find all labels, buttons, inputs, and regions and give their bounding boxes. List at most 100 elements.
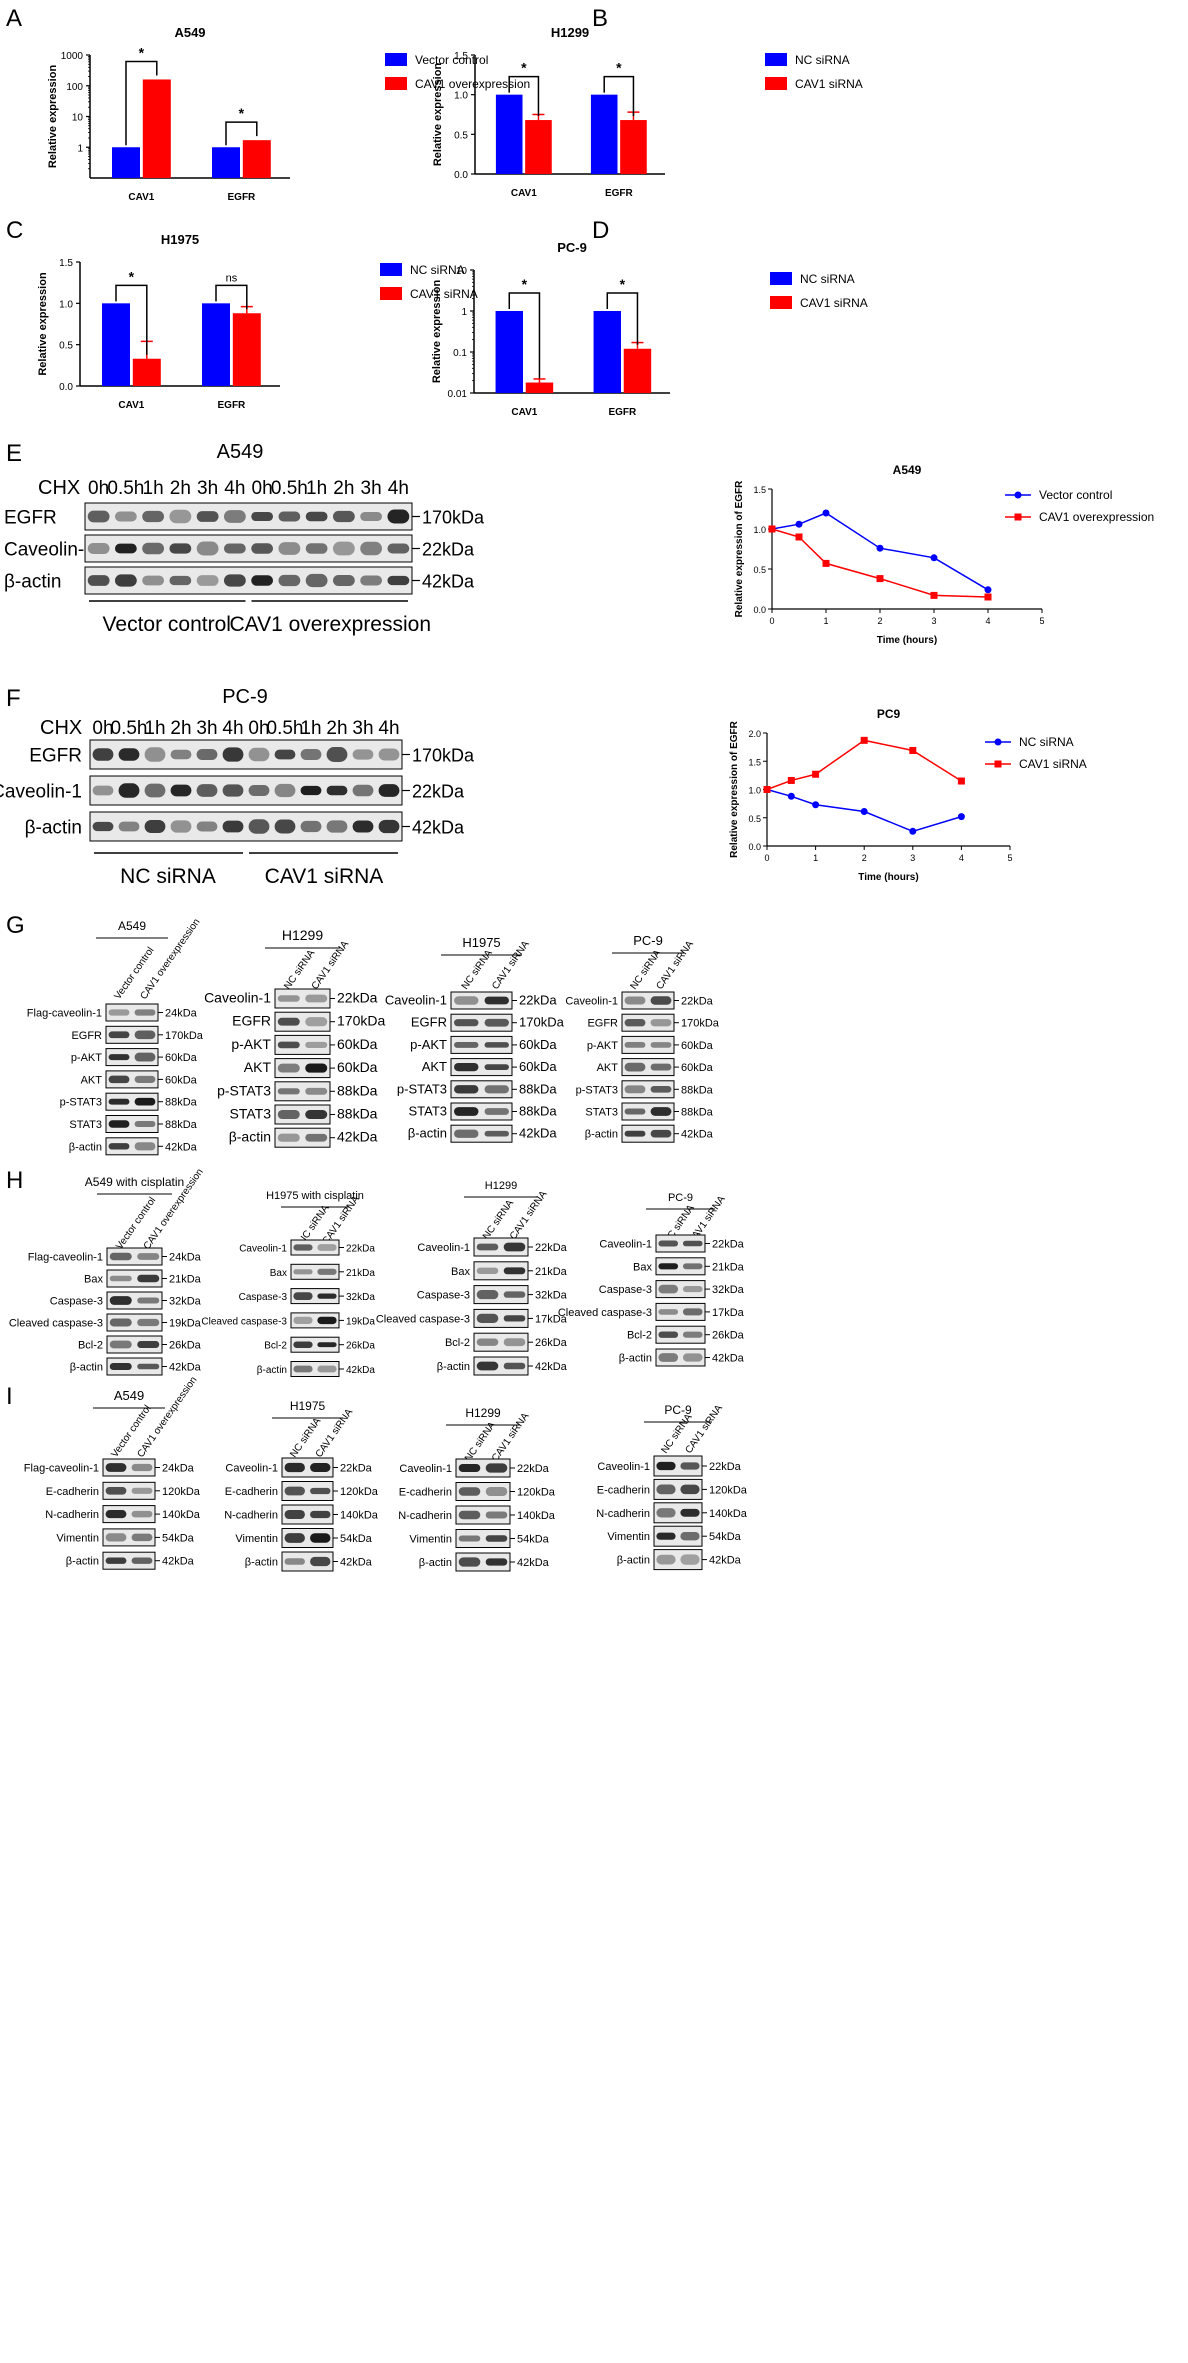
y-tick-label: 0.5 (454, 130, 468, 141)
blot-row-label: p-AKT (587, 1040, 618, 1052)
data-point (984, 593, 992, 601)
band (134, 1030, 156, 1040)
size-marker: 60kDa (681, 1062, 714, 1074)
band (118, 748, 140, 761)
band (196, 784, 218, 797)
data-point (795, 520, 803, 528)
bar-EGFR-treatment (242, 140, 271, 178)
blot-row-label: N-cadherin (596, 1508, 650, 1520)
significance-bracket (125, 60, 158, 146)
bar-EGFR-control (202, 303, 230, 386)
band (680, 1508, 700, 1517)
y-tick-label: 0.5 (748, 814, 761, 824)
x-tick-label: 3 (910, 853, 915, 863)
blot-title: H1975 (290, 1399, 326, 1413)
band (476, 1290, 499, 1300)
legend-marker (994, 760, 1002, 768)
band (658, 1331, 679, 1338)
blot-row-label: EGFR (4, 508, 57, 529)
band (352, 749, 374, 760)
size-marker: 21kDa (712, 1261, 745, 1273)
blot-row-label: EGFR (232, 1013, 271, 1029)
blot-row-label: STAT3 (408, 1104, 447, 1119)
size-marker: 54kDa (709, 1531, 742, 1543)
panel-letter-B: B (592, 5, 608, 32)
blot-row-label: Flag-caveolin-1 (24, 1463, 99, 1475)
blot-row-label: Cleaved caspase-3 (558, 1307, 652, 1319)
size-marker: 60kDa (337, 1059, 378, 1075)
significance-mark: * (139, 44, 145, 60)
significance-mark: * (129, 268, 135, 284)
blot-title: H1299 (485, 1180, 517, 1192)
data-point (876, 575, 884, 583)
size-marker: 88kDa (681, 1084, 714, 1096)
band (137, 1363, 160, 1370)
blot-row-label: AKT (597, 1062, 619, 1074)
band (656, 1461, 676, 1471)
x-tick-label: 5 (1039, 616, 1044, 626)
significance-bracket (215, 284, 248, 310)
band (87, 510, 110, 523)
band (105, 1557, 127, 1564)
band (144, 747, 166, 762)
series-line (771, 528, 989, 598)
time-label: 0h (252, 478, 273, 499)
significance-bracket (225, 121, 258, 146)
blot-title: H1299 (282, 927, 323, 943)
band (223, 510, 246, 523)
blot-title: H1299 (465, 1406, 501, 1420)
band (503, 1315, 526, 1322)
blot-row-label: STAT3 (69, 1119, 102, 1131)
band (458, 1463, 481, 1473)
band (332, 510, 355, 523)
band (137, 1318, 160, 1327)
blot-row-label: Caveolin-1 (225, 1463, 278, 1475)
size-marker: 60kDa (337, 1036, 378, 1052)
size-marker: 22kDa (519, 993, 557, 1008)
size-marker: 22kDa (337, 990, 378, 1006)
time-label: 0h (88, 478, 109, 499)
band (137, 1253, 160, 1260)
band (476, 1338, 499, 1346)
blot-row-label: Bcl-2 (627, 1330, 652, 1342)
band (137, 1297, 160, 1304)
bar-EGFR-treatment (623, 348, 652, 393)
blot-row-label: β-actin (619, 1353, 652, 1365)
size-marker: 88kDa (519, 1081, 557, 1096)
blot-row-label: Caveolin-1 (0, 782, 82, 803)
panel-letter-D: D (592, 217, 609, 244)
blot-title: PC-9 (664, 1403, 692, 1417)
band (131, 1557, 153, 1564)
size-marker: 21kDa (169, 1274, 202, 1286)
blot-row-label: Caspase-3 (50, 1296, 103, 1308)
legend-swatch (380, 263, 402, 276)
size-marker: 26kDa (712, 1330, 745, 1342)
blot-row-label: STAT3 (230, 1106, 272, 1122)
band (108, 1098, 130, 1105)
x-tick-label: EGFR (608, 407, 637, 418)
size-marker: 21kDa (535, 1266, 568, 1278)
band (682, 1240, 703, 1247)
size-marker: 120kDa (517, 1487, 556, 1499)
time-label: 2h (170, 718, 191, 739)
y-axis-label: Relative expression of EGFR (734, 480, 745, 617)
group-label: CAV1 siRNA (265, 865, 384, 888)
size-marker: 17kDa (535, 1313, 568, 1325)
blot-row-label: p-STAT3 (217, 1082, 271, 1098)
blot-row-label: p-STAT3 (397, 1081, 447, 1096)
band (293, 1316, 313, 1325)
band (305, 1133, 328, 1142)
blot-row-label: Bcl-2 (264, 1341, 287, 1352)
panel-letter-G: G (6, 912, 25, 939)
blot-row-label: Caveolin-1 (597, 1461, 650, 1473)
band (114, 543, 137, 554)
bar-EGFR-control (590, 94, 618, 174)
band (458, 1487, 481, 1496)
band (658, 1263, 679, 1270)
data-point (860, 808, 868, 816)
band (680, 1531, 700, 1541)
band (114, 511, 137, 522)
band (326, 747, 348, 762)
band (458, 1535, 481, 1542)
significance-mark: * (616, 60, 622, 76)
